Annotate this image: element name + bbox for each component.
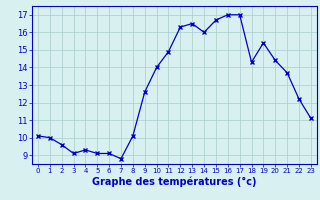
X-axis label: Graphe des températures (°c): Graphe des températures (°c) — [92, 177, 257, 187]
